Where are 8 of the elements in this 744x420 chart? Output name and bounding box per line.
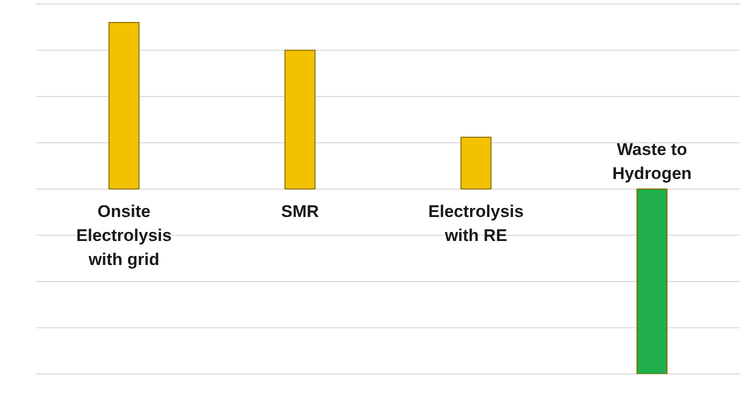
bar [284, 50, 316, 190]
x-tick-label: SMR [281, 202, 319, 221]
bar [460, 136, 492, 190]
x-tick-label: Onsite Electrolysis with grid [76, 202, 172, 269]
x-tick-label: Waste to Hydrogen [612, 140, 692, 183]
x-tick-label: Electrolysis with RE [428, 202, 524, 245]
bar [636, 188, 668, 374]
bar [108, 22, 140, 190]
